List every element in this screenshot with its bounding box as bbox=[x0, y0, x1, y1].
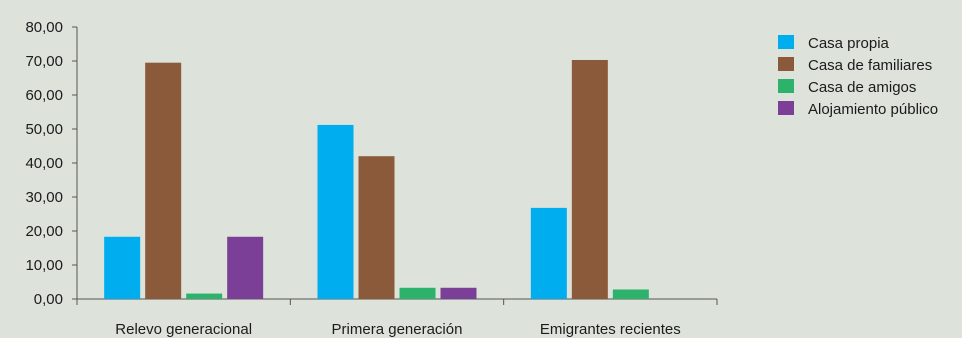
bar bbox=[612, 289, 649, 299]
y-axis: 0,00 10,00 20,00 30,00 40,00 50,00 60,00 70,00 8… bbox=[25, 19, 78, 308]
x-category-label: Relevo generacional bbox=[115, 321, 252, 338]
bar bbox=[571, 59, 608, 300]
x-category-label: Primera generación bbox=[332, 321, 463, 338]
y-tick-label: 50,00 bbox=[25, 121, 63, 138]
bar bbox=[530, 207, 567, 299]
legend-label: Casa de amigos bbox=[808, 79, 916, 96]
legend-swatch bbox=[778, 57, 794, 71]
y-tick-label: 40,00 bbox=[25, 155, 63, 172]
y-tick-label: 70,00 bbox=[25, 53, 63, 70]
bar bbox=[317, 124, 354, 299]
bar bbox=[358, 156, 395, 299]
legend-label: Casa propia bbox=[808, 35, 890, 52]
bars bbox=[104, 59, 649, 300]
x-category-label: Emigrantes recientes bbox=[540, 321, 681, 338]
x-axis: Relevo generacional Primera generación Emi… bbox=[76, 298, 718, 338]
y-tick-label: 20,00 bbox=[25, 223, 63, 240]
legend-swatch bbox=[778, 35, 794, 49]
y-tick-label: 10,00 bbox=[25, 257, 63, 274]
y-tick-label: 30,00 bbox=[25, 189, 63, 206]
bar bbox=[440, 287, 477, 299]
bar bbox=[186, 293, 223, 299]
legend-swatch bbox=[778, 101, 794, 115]
legend-swatch bbox=[778, 79, 794, 93]
y-tick-label: 0,00 bbox=[34, 291, 63, 308]
bar bbox=[399, 287, 436, 299]
y-tick-label: 60,00 bbox=[25, 87, 63, 104]
legend-label: Casa de familiares bbox=[808, 57, 932, 74]
legend: Casa propia Casa de familiares Casa de ami… bbox=[778, 35, 938, 118]
bar bbox=[145, 62, 182, 300]
legend-label: Alojamiento público bbox=[808, 101, 938, 118]
bar bbox=[104, 236, 141, 299]
y-tick-label: 80,00 bbox=[25, 19, 63, 36]
bar bbox=[227, 236, 264, 299]
